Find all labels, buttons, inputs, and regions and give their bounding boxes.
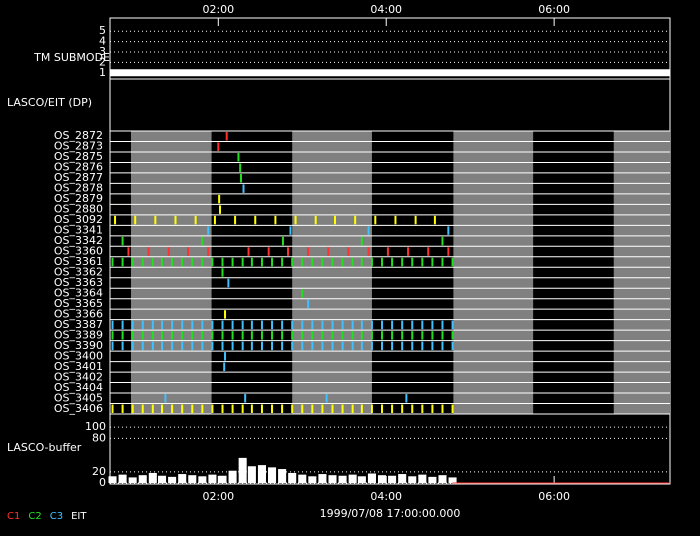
row-label: OS_3363 — [54, 276, 103, 289]
row-label: OS_3362 — [54, 266, 103, 279]
row-label: OS_3342 — [54, 234, 103, 247]
buffer-bar — [208, 474, 217, 483]
row-label: OS_3390 — [54, 339, 103, 352]
buffer-bar — [178, 474, 187, 483]
row-label: OS_3401 — [54, 360, 103, 373]
buffer-bar — [298, 474, 307, 483]
tm-tick-label: 4 — [99, 35, 106, 48]
buffer-bar — [168, 476, 177, 483]
buffer-bar — [318, 474, 327, 483]
buffer-bar — [158, 475, 167, 483]
row-label: OS_3341 — [54, 224, 103, 237]
tm-tick-label: 1 — [99, 66, 106, 79]
row-label: OS_3402 — [54, 370, 103, 383]
tm-tick-label: 3 — [99, 45, 106, 58]
row-label: OS_3387 — [54, 318, 103, 331]
buffer-bar — [448, 477, 457, 483]
buffer-bar — [128, 477, 137, 483]
legend-entry: C2 — [28, 511, 41, 522]
row-label: OS_3404 — [54, 381, 103, 394]
shaded-interval — [453, 131, 534, 414]
buffer-bar — [268, 467, 277, 483]
row-label: OS_3406 — [54, 402, 103, 415]
buffer-bar — [247, 466, 256, 483]
buffer-bar — [257, 465, 266, 483]
tm-tick-label: 5 — [99, 24, 106, 37]
buffer-bar — [308, 476, 317, 483]
row-label: OS_3360 — [54, 245, 103, 258]
buffer-bar — [438, 475, 447, 483]
buffer-bar — [367, 473, 376, 483]
buffer-bar — [377, 475, 387, 483]
tm-tick-label: 2 — [99, 55, 106, 68]
x-tick-label-bottom: 06:00 — [538, 490, 570, 503]
buffer-bar — [288, 472, 297, 483]
row-label: OS_3366 — [54, 307, 103, 320]
buffer-tick-label: 0 — [99, 476, 106, 489]
buffer-bar — [188, 475, 197, 483]
buffer-tick-label: 100 — [85, 420, 106, 433]
row-label: OS_2878 — [54, 182, 103, 195]
row-label: OS_3365 — [54, 297, 103, 310]
buffer-bar — [408, 476, 417, 483]
legend-entry: C3 — [50, 511, 63, 522]
x-tick-label-top: 06:00 — [538, 3, 570, 16]
row-label: OS_2872 — [54, 129, 103, 142]
legend-entry: EIT — [71, 511, 87, 522]
row-label: OS_3389 — [54, 328, 103, 341]
legend-entry: C1 — [7, 511, 20, 522]
buffer-bar — [238, 457, 247, 483]
row-label: OS_2875 — [54, 150, 103, 163]
row-label: OS_2879 — [54, 192, 103, 205]
buffer-bar — [357, 476, 366, 483]
buffer-bar — [148, 472, 157, 483]
shaded-interval — [130, 131, 212, 414]
buffer-bar — [338, 475, 347, 483]
row-label: OS_2880 — [54, 203, 103, 216]
buffer-bar — [428, 476, 437, 483]
row-label: OS_2873 — [54, 140, 103, 153]
x-tick-label-top: 04:00 — [370, 3, 402, 16]
row-label: OS_3405 — [54, 391, 103, 404]
shaded-interval — [292, 131, 372, 414]
buffer-tick-label: 20 — [92, 465, 106, 478]
buffer-bar — [348, 474, 357, 483]
buffer-bar — [398, 474, 407, 483]
buffer-label: LASCO-buffer — [7, 441, 82, 454]
buffer-bar — [138, 475, 147, 483]
buffer-bar — [418, 474, 427, 483]
row-label: OS_3364 — [54, 286, 103, 299]
row-label: OS_3092 — [54, 213, 103, 226]
row-label: OS_2877 — [54, 171, 103, 184]
tm-label: TM SUBMODE — [33, 51, 110, 64]
x-tick-label-bottom: 04:00 — [370, 490, 402, 503]
shaded-interval — [613, 131, 670, 414]
row-label: OS_3361 — [54, 255, 103, 268]
dp-label: LASCO/EIT (DP) — [7, 96, 92, 109]
x-tick-label-top: 02:00 — [202, 3, 234, 16]
buffer-bar — [328, 475, 337, 483]
date-label: 1999/07/08 17:00:00.000 — [320, 507, 461, 520]
buffer-bar — [388, 475, 397, 483]
buffer-bar — [278, 469, 287, 483]
buffer-bar — [198, 476, 207, 483]
buffer-bar — [228, 470, 237, 483]
row-label: OS_2876 — [54, 161, 103, 174]
buffer-bar — [218, 475, 227, 483]
x-tick-label-bottom: 02:00 — [202, 490, 234, 503]
row-label: OS_3400 — [54, 349, 103, 362]
buffer-bar — [118, 474, 127, 483]
buffer-bar — [108, 476, 117, 483]
buffer-tick-label: 80 — [92, 431, 106, 444]
